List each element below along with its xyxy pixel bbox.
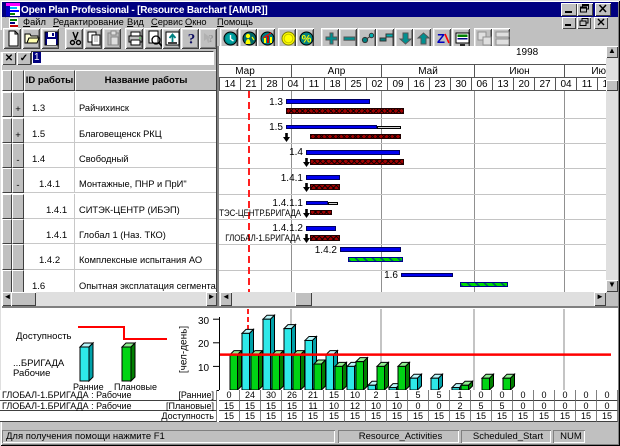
svg-text:?: ?	[187, 32, 195, 48]
svg-text:%: %	[301, 34, 311, 46]
svg-text:Z: Z	[437, 31, 445, 46]
svg-text:?: ?	[208, 33, 214, 45]
